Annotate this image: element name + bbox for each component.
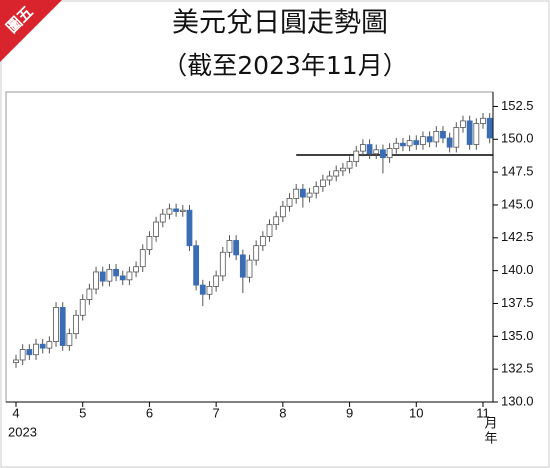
candle-body: [473, 123, 480, 145]
candle-body: [393, 142, 400, 149]
x-tick-label: 7: [213, 405, 220, 420]
candle-body: [233, 240, 240, 256]
candle-body: [333, 170, 340, 177]
candle-body: [413, 140, 420, 145]
candle-body: [346, 161, 353, 169]
candle-body: [39, 343, 46, 349]
y-tick-label: 147.5: [501, 164, 534, 179]
candle-body: [226, 240, 233, 253]
candle-body: [73, 314, 79, 335]
candle-body: [446, 137, 453, 148]
y-tick-label: 137.5: [501, 295, 534, 310]
candle-body: [339, 167, 346, 172]
candle-body: [66, 333, 73, 346]
candle-body: [326, 175, 333, 181]
candle-body: [319, 179, 326, 187]
x-unit: 月: [484, 417, 497, 432]
candle-body: [259, 236, 266, 247]
candle-body: [386, 148, 393, 159]
year-label: 2023: [8, 424, 37, 439]
candle-body: [373, 149, 380, 155]
candle-body: [273, 216, 280, 226]
candle-body: [366, 144, 373, 155]
y-tick-label: 152.5: [501, 98, 534, 113]
x-tick-label: 4: [12, 405, 19, 420]
candle-body: [239, 254, 246, 278]
candle-body: [353, 150, 360, 163]
candle-body: [159, 213, 166, 223]
candle-body: [486, 117, 493, 139]
candle-body: [179, 209, 186, 212]
candle-body: [199, 284, 206, 295]
candle-body: [266, 224, 273, 237]
candle-body: [433, 131, 440, 143]
candle-body: [426, 136, 433, 143]
x-tick-label: 5: [79, 405, 86, 420]
candle-body: [279, 205, 286, 218]
candle-body: [93, 271, 99, 290]
x-tick-label: 11: [476, 405, 490, 420]
candle-body: [480, 117, 486, 124]
candle-body: [420, 136, 426, 145]
candle-body: [453, 127, 460, 148]
candle-body: [46, 341, 53, 349]
x-tick-label: 8: [279, 405, 286, 420]
candle-body: [99, 271, 106, 282]
candle-body: [79, 299, 86, 316]
candle-body: [26, 349, 33, 356]
candle-body: [360, 144, 366, 152]
chart-subtitle: （截至2023年11月）: [162, 51, 407, 80]
badge-bg: [0, 0, 62, 62]
y-tick-label: 150.0: [501, 131, 534, 146]
candle-body: [166, 208, 173, 215]
candle-body: [286, 197, 293, 207]
plot-area: [5, 91, 494, 403]
candle-body: [86, 288, 93, 300]
candle-body: [19, 349, 26, 361]
x-tick-label: 10: [409, 405, 423, 420]
candle-body: [146, 236, 153, 251]
candle-body: [106, 268, 113, 282]
candle-body: [59, 307, 66, 346]
candle-body: [113, 268, 119, 277]
candle-body: [133, 266, 139, 273]
y-tick-label: 142.5: [501, 229, 534, 244]
candle-body: [400, 142, 406, 147]
candle-body: [186, 209, 193, 247]
candle-body: [306, 192, 313, 198]
candle-body: [293, 188, 300, 199]
candle-body: [440, 131, 446, 139]
candle-body: [299, 188, 306, 198]
candle-body: [13, 359, 19, 363]
candle-body: [53, 307, 59, 342]
candle-body: [173, 208, 180, 212]
candle-body: [246, 259, 253, 278]
x-tick-label: 9: [346, 405, 353, 420]
x-unit: 年: [484, 432, 497, 447]
x-tick-label: 6: [146, 405, 153, 420]
y-tick-label: 145.0: [501, 196, 534, 211]
candle-body: [460, 120, 466, 128]
y-tick-label: 135.0: [501, 328, 534, 343]
candle-body: [119, 275, 126, 281]
candle-body: [193, 245, 200, 286]
candle-body: [126, 271, 133, 281]
candle-body: [33, 343, 39, 356]
y-tick-label: 132.5: [501, 361, 534, 376]
y-tick-label: 130.0: [501, 393, 534, 408]
candle-body: [219, 251, 226, 277]
candle-body: [466, 120, 473, 145]
candle-body: [313, 186, 320, 194]
candle-body: [406, 140, 413, 147]
candle-body: [139, 249, 146, 268]
chart-title: 美元兌日圓走勢圖: [172, 8, 388, 39]
candle-body: [253, 245, 260, 261]
candle-body: [213, 275, 220, 287]
y-tick-label: 140.0: [501, 262, 534, 277]
candle-body: [206, 286, 213, 295]
candle-body: [153, 221, 160, 237]
candle-body: [380, 149, 386, 159]
